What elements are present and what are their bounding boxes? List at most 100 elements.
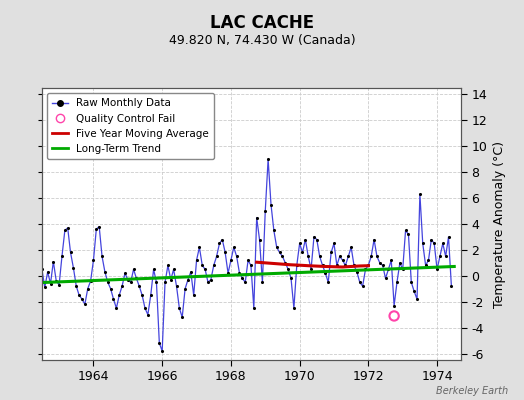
Point (106, 286, 115, 292)
Point (433, 266, 441, 272)
Point (67, 249, 75, 256)
Legend: Raw Monthly Data, Quality Control Fail, Five Year Moving Average, Long-Term Tren: Raw Monthly Data, Quality Control Fail, … (47, 93, 214, 159)
Point (298, 249, 307, 256)
Point (233, 253, 241, 260)
Point (210, 262, 218, 269)
Point (78, 296, 86, 302)
Point (224, 270, 232, 276)
Point (353, 269, 361, 275)
Point (413, 296, 421, 302)
Point (264, 156, 272, 162)
Point (427, 236, 435, 243)
Point (270, 227, 278, 234)
Point (247, 262, 255, 269)
Point (373, 253, 381, 260)
Point (376, 260, 384, 266)
Point (135, 283, 144, 289)
Point (421, 262, 430, 269)
Text: Berkeley Earth: Berkeley Earth (436, 386, 508, 396)
Point (390, 313, 398, 319)
Point (350, 262, 358, 269)
Point (167, 276, 175, 283)
Point (32, 283, 40, 289)
Point (253, 214, 261, 221)
Point (396, 260, 404, 266)
Point (272, 244, 281, 250)
Point (163, 262, 172, 269)
Point (330, 240, 338, 247)
Point (424, 257, 433, 264)
Point (221, 249, 230, 256)
Point (290, 305, 298, 311)
Point (310, 234, 318, 240)
Point (378, 262, 387, 269)
Point (204, 279, 212, 286)
Point (339, 257, 347, 264)
Point (404, 231, 412, 238)
Point (52, 278, 60, 284)
Point (187, 269, 195, 275)
Point (284, 266, 292, 272)
Point (287, 275, 295, 282)
Point (393, 279, 401, 286)
Point (155, 340, 163, 346)
Point (195, 244, 204, 250)
Point (324, 279, 332, 286)
Point (138, 292, 146, 298)
Point (175, 305, 183, 311)
Point (178, 314, 187, 320)
Point (46, 280, 54, 287)
Point (281, 260, 289, 266)
Text: LAC CACHE: LAC CACHE (210, 14, 314, 32)
Point (75, 292, 83, 298)
Point (161, 279, 169, 286)
Point (49, 258, 58, 265)
Point (364, 262, 373, 269)
Point (362, 266, 370, 272)
Point (69, 265, 78, 271)
Point (439, 240, 447, 247)
Point (110, 296, 118, 302)
Point (296, 240, 304, 247)
Point (104, 279, 112, 286)
Point (356, 279, 364, 286)
Point (215, 240, 224, 247)
Point (124, 276, 132, 283)
Point (410, 288, 418, 294)
Point (35, 288, 43, 294)
Point (92, 226, 101, 232)
Point (401, 227, 410, 234)
Point (447, 283, 455, 289)
Point (181, 286, 189, 292)
Point (267, 201, 275, 208)
Point (387, 257, 396, 264)
Point (230, 244, 238, 250)
Point (129, 266, 138, 272)
Point (24, 279, 32, 286)
Point (95, 223, 103, 230)
Point (399, 266, 407, 272)
Point (304, 253, 312, 260)
Point (201, 266, 209, 272)
Point (38, 266, 46, 272)
Point (301, 236, 310, 243)
Point (192, 257, 201, 264)
Point (83, 286, 92, 292)
Point (436, 253, 444, 260)
Point (444, 234, 453, 240)
Point (276, 249, 284, 256)
Point (20, 257, 29, 264)
Point (126, 279, 135, 286)
Point (121, 270, 129, 276)
Point (416, 191, 424, 198)
Point (147, 292, 155, 298)
Point (218, 236, 226, 243)
Point (319, 262, 327, 269)
Point (190, 292, 198, 298)
Point (132, 275, 140, 282)
Point (407, 279, 416, 286)
Point (55, 282, 63, 288)
Point (89, 257, 97, 264)
Point (152, 279, 161, 286)
Point (241, 279, 249, 286)
